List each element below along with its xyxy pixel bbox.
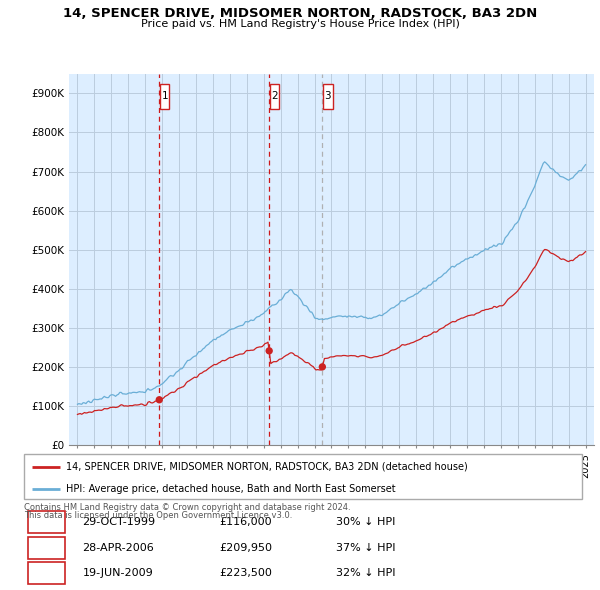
- Text: 1: 1: [43, 517, 50, 527]
- Text: 3: 3: [43, 568, 50, 578]
- FancyBboxPatch shape: [160, 84, 169, 109]
- Text: 14, SPENCER DRIVE, MIDSOMER NORTON, RADSTOCK, BA3 2DN (detached house): 14, SPENCER DRIVE, MIDSOMER NORTON, RADS…: [66, 462, 467, 471]
- Text: 28-APR-2006: 28-APR-2006: [83, 543, 154, 553]
- Text: Contains HM Land Registry data © Crown copyright and database right 2024.: Contains HM Land Registry data © Crown c…: [24, 503, 350, 512]
- Text: Price paid vs. HM Land Registry's House Price Index (HPI): Price paid vs. HM Land Registry's House …: [140, 19, 460, 29]
- Text: 29-OCT-1999: 29-OCT-1999: [83, 517, 156, 527]
- Text: 14, SPENCER DRIVE, MIDSOMER NORTON, RADSTOCK, BA3 2DN: 14, SPENCER DRIVE, MIDSOMER NORTON, RADS…: [63, 7, 537, 20]
- Text: 1: 1: [161, 91, 168, 101]
- Text: 3: 3: [325, 91, 331, 101]
- Point: [154, 395, 164, 405]
- Text: 19-JUN-2009: 19-JUN-2009: [83, 568, 154, 578]
- Text: £223,500: £223,500: [220, 568, 272, 578]
- FancyBboxPatch shape: [270, 84, 280, 109]
- FancyBboxPatch shape: [24, 454, 582, 499]
- Text: £116,000: £116,000: [220, 517, 272, 527]
- FancyBboxPatch shape: [28, 562, 65, 585]
- Text: 37% ↓ HPI: 37% ↓ HPI: [337, 543, 396, 553]
- Text: 2: 2: [43, 543, 50, 553]
- Text: 2: 2: [271, 91, 278, 101]
- FancyBboxPatch shape: [28, 511, 65, 533]
- Text: 32% ↓ HPI: 32% ↓ HPI: [337, 568, 396, 578]
- FancyBboxPatch shape: [323, 84, 332, 109]
- Point: [317, 362, 327, 372]
- Point: [265, 346, 274, 356]
- FancyBboxPatch shape: [28, 536, 65, 559]
- Text: This data is licensed under the Open Government Licence v3.0.: This data is licensed under the Open Gov…: [24, 511, 292, 520]
- Text: 30% ↓ HPI: 30% ↓ HPI: [337, 517, 396, 527]
- Text: £209,950: £209,950: [220, 543, 272, 553]
- Text: HPI: Average price, detached house, Bath and North East Somerset: HPI: Average price, detached house, Bath…: [66, 484, 395, 494]
